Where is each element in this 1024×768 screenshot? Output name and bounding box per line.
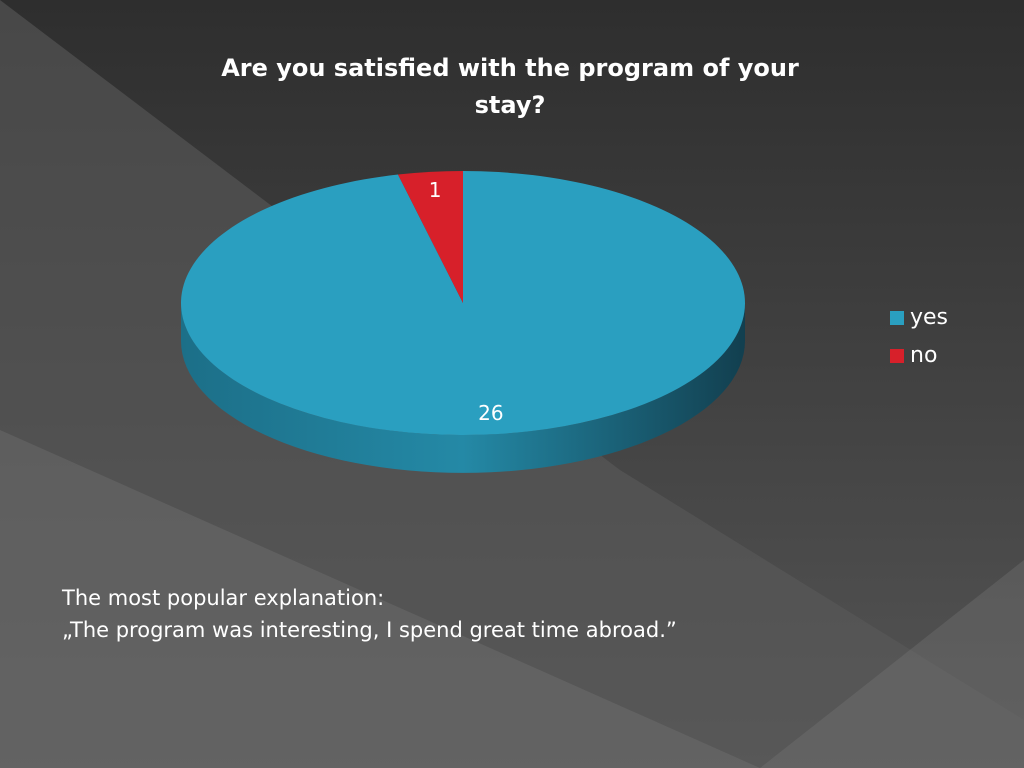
chart-title: Are you satisfied with the program of yo… xyxy=(221,54,799,119)
slice xyxy=(180,171,745,435)
legend-label: yes xyxy=(910,305,948,330)
bg-shape xyxy=(0,430,1024,768)
legend-swatch xyxy=(890,349,904,363)
caption: The most popular explanation: xyxy=(62,586,385,610)
legend-swatch xyxy=(890,311,904,325)
slice xyxy=(397,171,463,303)
slice-side xyxy=(181,303,745,473)
legend-label: no xyxy=(910,343,937,368)
data-label: 26 xyxy=(478,401,503,425)
data-label: 1 xyxy=(429,178,442,202)
caption: „The program was interesting, I spend gr… xyxy=(62,618,677,642)
